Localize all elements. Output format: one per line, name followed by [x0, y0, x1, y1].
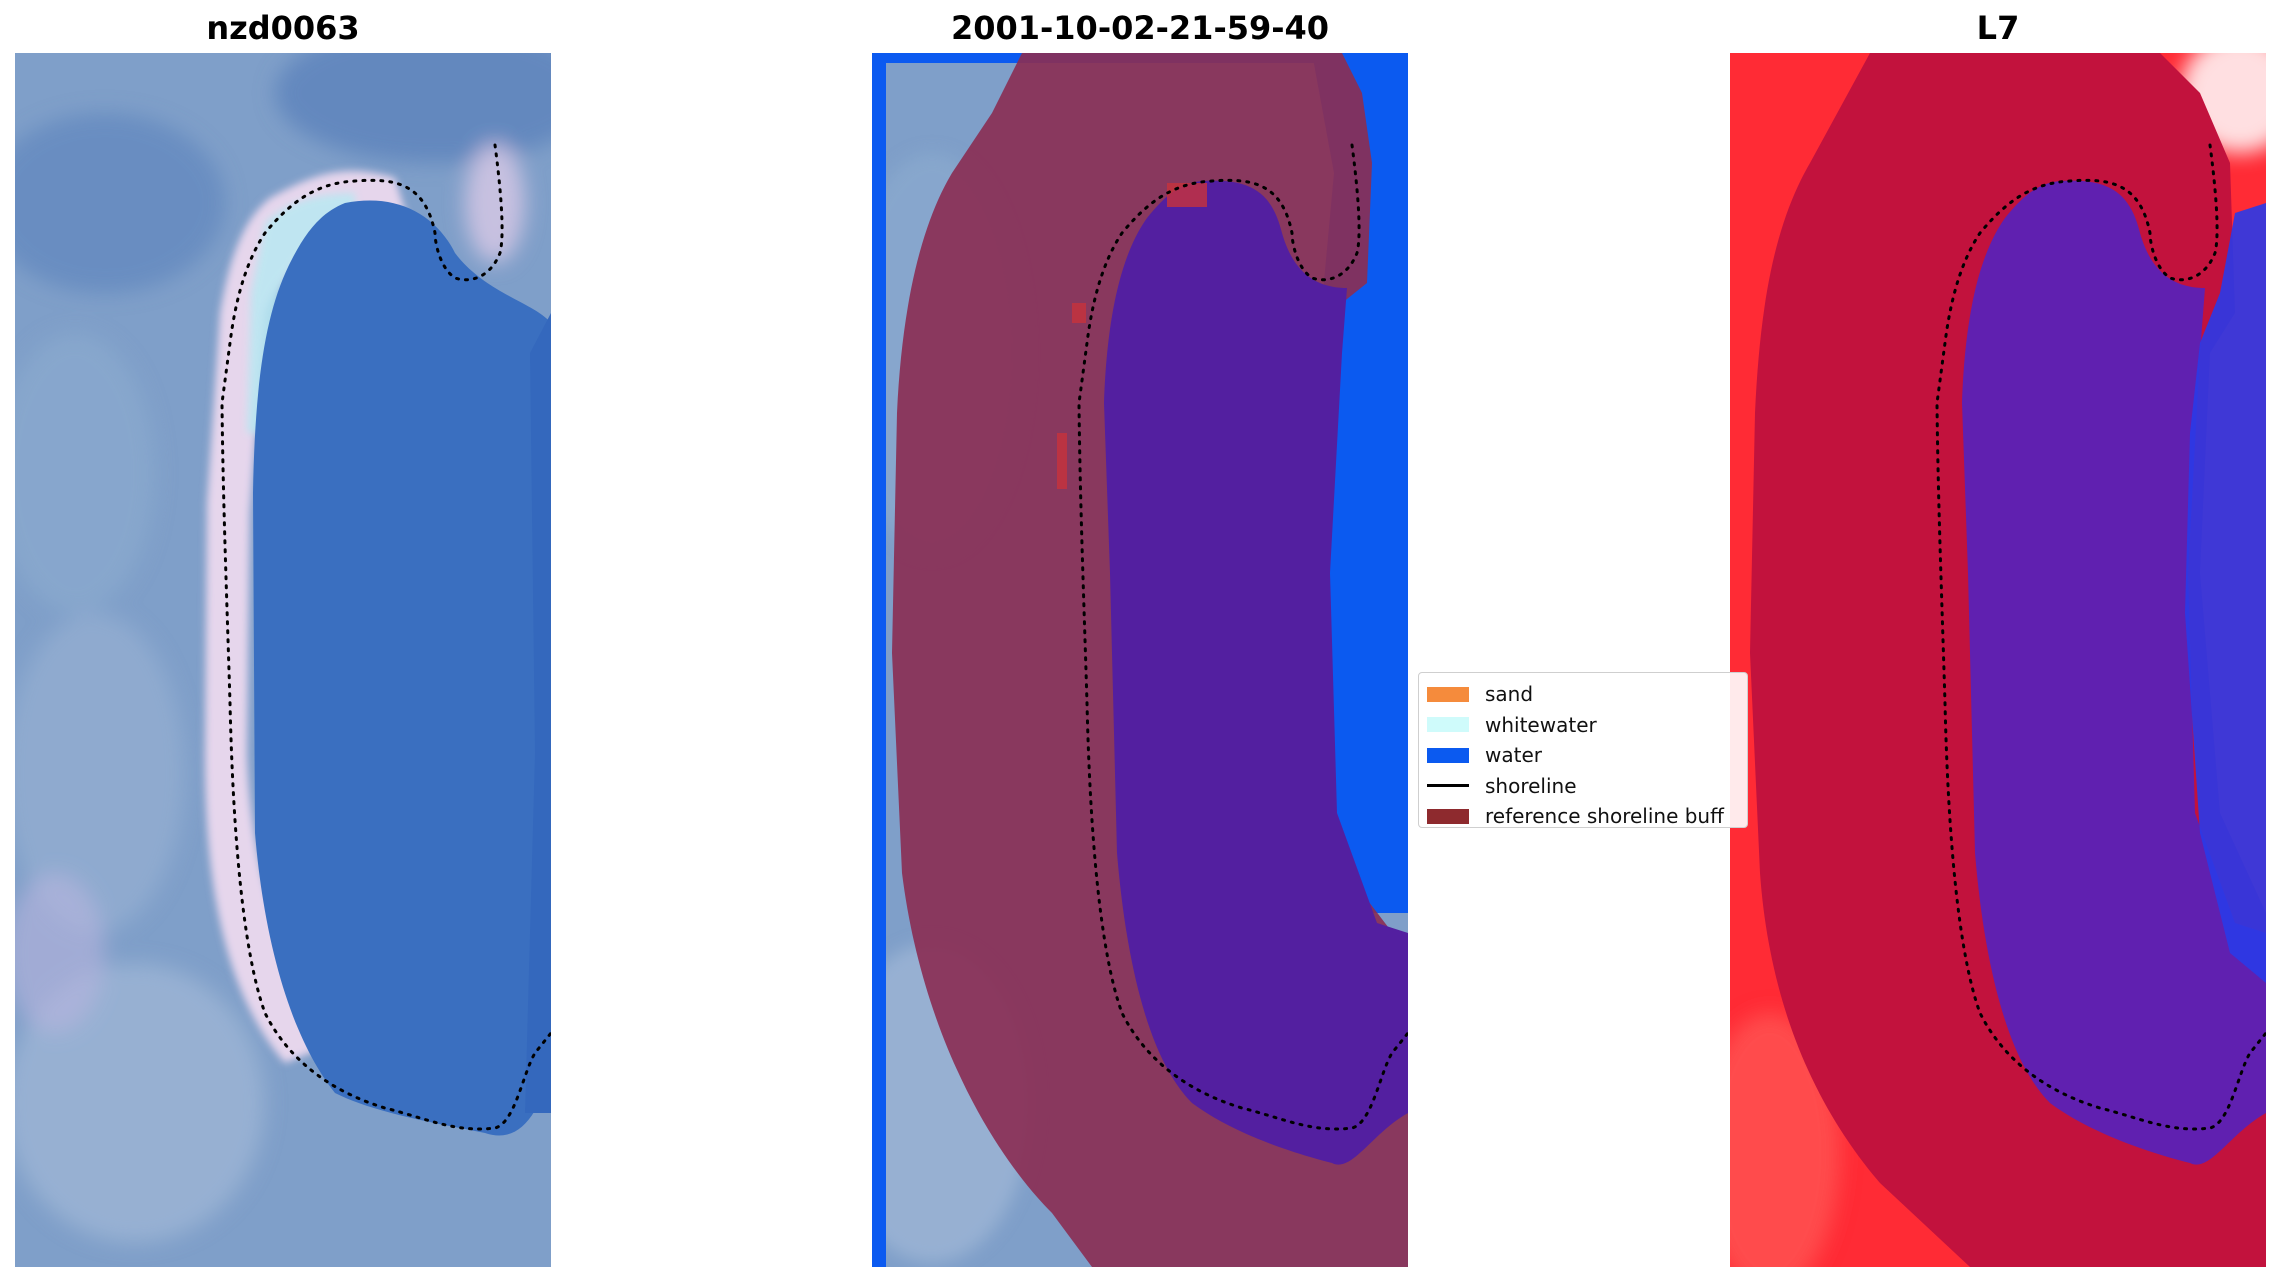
legend-label: whitewater: [1485, 712, 1597, 737]
classification-panel: [872, 53, 1408, 1267]
legend-item-shoreline: shoreline: [1427, 771, 1747, 802]
index-panel: [1730, 53, 2266, 1267]
legend-item-water: water: [1427, 740, 1747, 771]
legend-label: shoreline: [1485, 773, 1577, 798]
panel-title-index: L7: [1976, 9, 2020, 47]
negative-index-region: [1962, 180, 2266, 1165]
strong-negative-region: [2185, 203, 2266, 983]
legend-item-reference-buffer: reference shoreline buff: [1427, 801, 1747, 828]
water-body: [253, 200, 551, 1136]
shoreline-swatch: [1427, 784, 1469, 788]
panel-title-classification: 2001-10-02-21-59-40: [950, 9, 1330, 47]
whitewater-swatch: [1427, 717, 1469, 733]
legend-label: reference shoreline buff: [1485, 804, 1724, 828]
legend: sand whitewater water shoreline referenc…: [1418, 672, 1748, 828]
reference-buffer-swatch: [1427, 808, 1469, 824]
sand-swatch: [1427, 686, 1469, 702]
water-class-left: [872, 53, 886, 1267]
panel-title-rgb: nzd0063: [206, 9, 360, 47]
rgb-image-panel: [15, 53, 551, 1267]
legend-label: water: [1485, 743, 1542, 768]
lagoon-overlay: [1104, 180, 1408, 1165]
legend-label: sand: [1485, 682, 1534, 707]
shoreline-line: [220, 143, 551, 1131]
water-swatch: [1427, 747, 1469, 763]
legend-item-sand: sand: [1427, 679, 1747, 710]
legend-item-whitewater: whitewater: [1427, 710, 1747, 741]
